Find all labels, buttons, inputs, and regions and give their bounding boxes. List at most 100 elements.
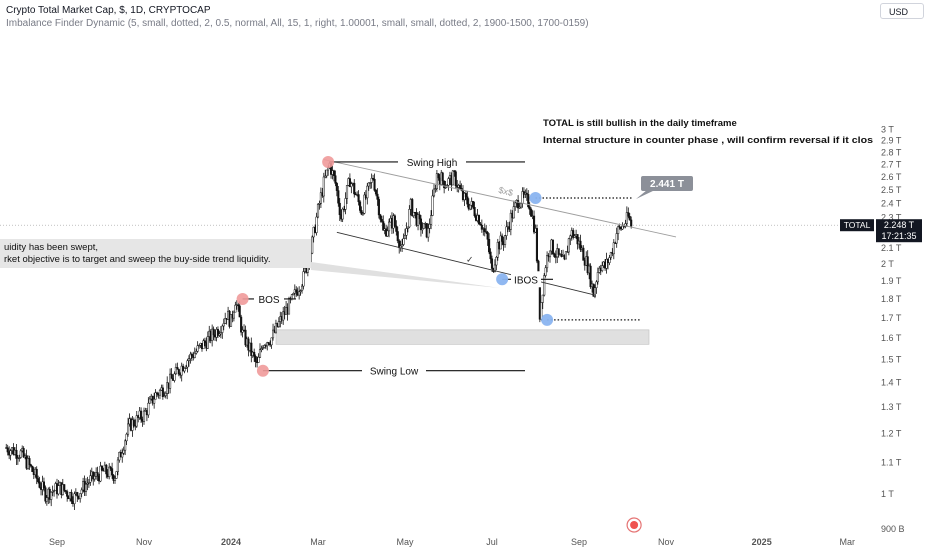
candle-body	[53, 490, 56, 492]
candle-body	[464, 193, 467, 198]
candle-body	[533, 215, 536, 233]
candle-body	[50, 491, 53, 500]
candle-body	[298, 291, 301, 296]
candle-body	[405, 228, 408, 236]
candle-body	[301, 285, 304, 291]
candle-body	[116, 459, 119, 472]
x-tick-label: Nov	[136, 537, 153, 547]
x-tick-label: Sep	[571, 537, 587, 547]
event-flag-icon-center	[630, 521, 639, 529]
x-tick-label: Sep	[49, 537, 65, 547]
x-tick-label: Mar	[310, 537, 326, 547]
candle-body	[302, 271, 305, 287]
candle-body	[573, 235, 576, 238]
candle-body	[519, 203, 523, 208]
y-tick-label: 1 T	[881, 489, 894, 499]
symbol-label: TOTAL	[844, 220, 871, 230]
y-tick-label: 1.6 T	[881, 333, 902, 343]
candle-body	[212, 328, 215, 336]
x-tick-label: Jul	[486, 537, 498, 547]
candle-body	[84, 483, 88, 492]
candle-body	[109, 466, 112, 469]
candle-body	[546, 255, 549, 269]
candle-body	[401, 244, 404, 247]
candle-body	[87, 481, 90, 484]
candle-body	[388, 221, 391, 232]
candle-body	[96, 472, 99, 477]
y-tick-label: 3 T	[881, 124, 894, 134]
candle-body	[373, 178, 376, 191]
candle-body	[427, 228, 430, 238]
candle-body	[367, 182, 370, 187]
candle-body	[267, 342, 270, 345]
candle-body	[443, 180, 446, 189]
candle-body	[612, 242, 615, 255]
candle-body	[345, 185, 349, 199]
axes-layer: 3 T2.9 T2.8 T2.7 T2.6 T2.5 T2.4 T2.3 T2.…	[49, 124, 922, 547]
candle-body	[206, 336, 209, 349]
swing-low-marker	[256, 364, 269, 377]
candle-body	[421, 228, 424, 231]
bos-marker	[236, 292, 249, 305]
candle-body	[344, 198, 347, 210]
candle-body	[477, 215, 480, 225]
candle-body	[528, 206, 531, 210]
candle-body	[79, 493, 82, 499]
trend-line-upper	[323, 159, 677, 238]
y-tick-label: 1.5 T	[881, 354, 902, 364]
candle-body	[432, 188, 436, 197]
liquidity-pointer	[311, 262, 500, 288]
candle-body	[31, 465, 34, 472]
candle-body	[319, 192, 322, 204]
candle-body	[112, 474, 115, 481]
candle-body	[135, 415, 138, 427]
candle-body	[353, 182, 356, 195]
candle-body	[35, 468, 38, 479]
candle-body	[316, 204, 320, 218]
candle-body	[622, 225, 626, 228]
currency-button[interactable]: USD	[880, 3, 924, 19]
x-tick-label: 2024	[221, 537, 241, 547]
candle-body	[190, 353, 193, 357]
candle-body	[417, 214, 420, 226]
indicator-legend[interactable]: Imbalance Finder Dynamic (5, small, dott…	[6, 18, 589, 29]
candle-body	[504, 235, 507, 245]
candle-body	[51, 491, 54, 493]
candle-body	[238, 305, 241, 318]
candle-body	[122, 449, 125, 454]
candle-body	[125, 433, 128, 442]
candle-body	[551, 239, 554, 255]
candle-body	[196, 345, 199, 352]
candle-body	[57, 485, 60, 495]
x-tick-label: Nov	[658, 537, 675, 547]
swing-high-label-bg	[398, 153, 466, 170]
candle-body	[617, 226, 620, 234]
candle-body	[473, 207, 476, 217]
candle-body	[6, 447, 9, 453]
y-tick-label: 1.4 T	[881, 377, 902, 387]
candle-body	[86, 482, 89, 485]
y-tick-label: 2.9 T	[881, 136, 902, 146]
candle-body	[501, 235, 504, 242]
candle-body	[369, 182, 372, 184]
candle-body	[579, 240, 582, 250]
candle-body	[250, 342, 253, 356]
candle-body	[42, 481, 46, 488]
candle-body	[496, 241, 499, 258]
ibos-label-bg	[511, 271, 541, 288]
candle-body	[530, 209, 533, 217]
candle-body	[419, 218, 422, 231]
candle-body	[76, 492, 79, 497]
callout-marker	[529, 192, 542, 205]
candle-body	[509, 212, 512, 230]
candle-body	[569, 235, 572, 240]
candle-body	[466, 196, 469, 205]
candle-body	[270, 337, 273, 346]
candle-body	[115, 471, 118, 479]
candle-body	[92, 471, 95, 480]
candle-body	[488, 239, 491, 253]
candle-body	[153, 398, 156, 404]
candle-body	[105, 464, 108, 475]
candle-body	[366, 185, 369, 199]
